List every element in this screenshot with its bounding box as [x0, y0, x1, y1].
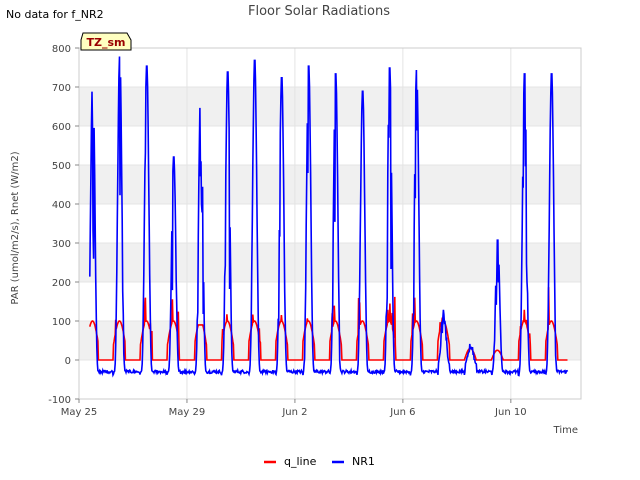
badge-label: TZ_sm [87, 36, 126, 49]
tz-badge: TZ_sm [80, 32, 132, 51]
badge-box [80, 32, 132, 51]
y-tick-label: 200 [52, 278, 71, 289]
plot-area [78, 47, 582, 400]
legend-label-nr1: NR1 [352, 455, 375, 468]
y-tick-label: 600 [52, 122, 71, 133]
y-tick-label: 800 [52, 44, 71, 55]
x-tick-label: Jun 6 [389, 407, 415, 418]
x-tick-label: Jun 2 [281, 407, 307, 418]
y-tick-label: 0 [65, 356, 71, 367]
series-line-nr1 [89, 56, 569, 378]
band-3 [79, 243, 581, 282]
x-axis-label: Time [553, 425, 578, 436]
y-tick-label: -100 [48, 395, 71, 406]
x-tick-label: Jun 10 [494, 407, 527, 418]
y-axis: -100 0 100 200 300 400 500 600 700 800 [48, 44, 79, 406]
legend: q_line NR1 [264, 455, 375, 468]
y-tick-label: 500 [52, 161, 71, 172]
status-message: No data for f_NR2 [6, 8, 104, 21]
x-tick-label: May 29 [169, 407, 206, 418]
band-7 [79, 87, 581, 126]
band-5 [79, 165, 581, 204]
y-tick-label: 100 [52, 317, 71, 328]
y-tick-label: 700 [52, 83, 71, 94]
y-tick-label: 400 [52, 200, 71, 211]
legend-label-q-line: q_line [284, 455, 317, 468]
background-bands [79, 87, 581, 360]
chart-title: Floor Solar Radiations [248, 4, 390, 19]
series-layer [89, 56, 569, 378]
y-axis-label: PAR (umol/m2/s), Rnet (W/m2) [10, 151, 21, 304]
x-axis: May 25 May 29 Jun 2 Jun 6 Jun 10 [61, 399, 527, 418]
y-tick-label: 300 [52, 239, 71, 250]
x-tick-label: May 25 [61, 407, 98, 418]
